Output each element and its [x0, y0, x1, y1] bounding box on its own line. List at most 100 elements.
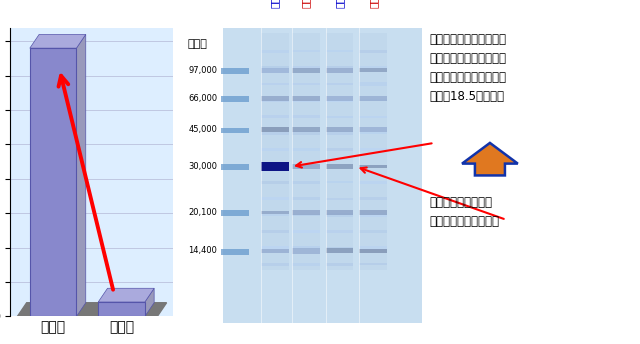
Bar: [360, 213, 387, 217]
Bar: [292, 148, 320, 151]
Bar: [326, 131, 353, 135]
Bar: [326, 210, 353, 215]
Polygon shape: [98, 288, 154, 302]
Text: 20,100: 20,100: [188, 208, 217, 217]
Bar: [292, 33, 320, 270]
Bar: [360, 181, 387, 184]
Bar: [261, 115, 289, 118]
Bar: [292, 197, 320, 200]
Bar: [360, 50, 387, 53]
Bar: [292, 181, 320, 184]
Bar: [360, 249, 387, 253]
Bar: [326, 127, 353, 132]
Bar: [326, 83, 353, 85]
Bar: [292, 68, 320, 73]
Bar: [261, 33, 289, 270]
Bar: [360, 246, 387, 249]
Bar: [30, 48, 76, 316]
Text: 可溶性: 可溶性: [335, 0, 344, 8]
Bar: [261, 162, 289, 171]
Bar: [360, 96, 387, 101]
Bar: [261, 83, 289, 85]
Bar: [292, 248, 320, 254]
Text: 45,000: 45,000: [188, 125, 217, 134]
Bar: [261, 197, 289, 200]
Bar: [292, 96, 320, 101]
Bar: [326, 66, 353, 69]
Text: 不溶性: 不溶性: [368, 0, 378, 8]
Text: アミノ酸配列の一部を変
えることで、可溶性状態
のたんぱく質の発現量が
改善（18.5倍増加）: アミノ酸配列の一部を変 えることで、可溶性状態 のたんぱく質の発現量が 改善（1…: [430, 33, 507, 104]
Bar: [261, 132, 289, 135]
Bar: [326, 96, 353, 101]
Bar: [221, 249, 249, 255]
Bar: [360, 230, 387, 233]
Bar: [360, 66, 387, 69]
Text: 66,000: 66,000: [188, 94, 217, 103]
Bar: [261, 148, 289, 151]
Bar: [360, 33, 387, 270]
Bar: [261, 68, 289, 73]
Bar: [360, 165, 387, 168]
Bar: [261, 211, 289, 214]
Bar: [360, 68, 387, 72]
Bar: [292, 115, 320, 118]
Bar: [360, 148, 387, 151]
Bar: [326, 164, 353, 169]
Bar: [261, 99, 289, 101]
Bar: [360, 127, 387, 132]
Text: 97,000: 97,000: [188, 66, 217, 75]
Bar: [223, 28, 422, 323]
Bar: [261, 248, 289, 253]
Bar: [326, 197, 353, 200]
Bar: [292, 214, 320, 216]
Bar: [360, 132, 387, 134]
Bar: [261, 230, 289, 233]
Bar: [326, 247, 353, 249]
Bar: [221, 164, 249, 170]
Bar: [261, 181, 289, 184]
Bar: [221, 210, 249, 216]
Bar: [292, 50, 320, 52]
Bar: [326, 164, 353, 168]
Bar: [221, 96, 249, 103]
Bar: [261, 247, 289, 249]
Bar: [360, 116, 387, 118]
Bar: [261, 96, 289, 101]
Bar: [326, 148, 353, 151]
Polygon shape: [145, 288, 154, 316]
Bar: [261, 263, 289, 266]
Bar: [292, 66, 320, 69]
Text: もともとの配列では
沈殺する問題があった: もともとの配列では 沈殺する問題があった: [430, 196, 500, 228]
Text: 可溶性: 可溶性: [270, 0, 280, 8]
Bar: [292, 127, 320, 132]
Bar: [360, 263, 387, 265]
Bar: [292, 164, 320, 169]
Bar: [292, 263, 320, 266]
Bar: [360, 210, 387, 215]
Bar: [326, 50, 353, 52]
Bar: [326, 116, 353, 118]
Bar: [360, 99, 387, 101]
Polygon shape: [30, 34, 86, 48]
Bar: [326, 213, 353, 217]
Bar: [261, 165, 289, 167]
Bar: [326, 262, 353, 266]
Text: 分子量: 分子量: [187, 39, 207, 49]
Bar: [292, 83, 320, 85]
Bar: [360, 197, 387, 200]
Bar: [221, 128, 249, 133]
Bar: [326, 33, 353, 270]
Polygon shape: [17, 303, 166, 316]
Text: 30,000: 30,000: [188, 162, 217, 171]
Bar: [326, 68, 353, 73]
Bar: [98, 302, 145, 316]
Bar: [261, 214, 289, 216]
Bar: [261, 50, 289, 53]
Bar: [326, 181, 353, 183]
Bar: [292, 99, 320, 102]
Bar: [261, 127, 289, 132]
Bar: [221, 68, 249, 74]
Bar: [360, 83, 387, 86]
FancyArrow shape: [462, 143, 518, 175]
Bar: [360, 165, 387, 167]
